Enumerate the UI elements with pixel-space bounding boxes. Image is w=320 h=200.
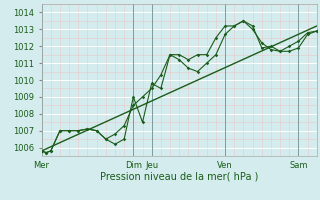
X-axis label: Pression niveau de la mer( hPa ): Pression niveau de la mer( hPa )	[100, 171, 258, 181]
